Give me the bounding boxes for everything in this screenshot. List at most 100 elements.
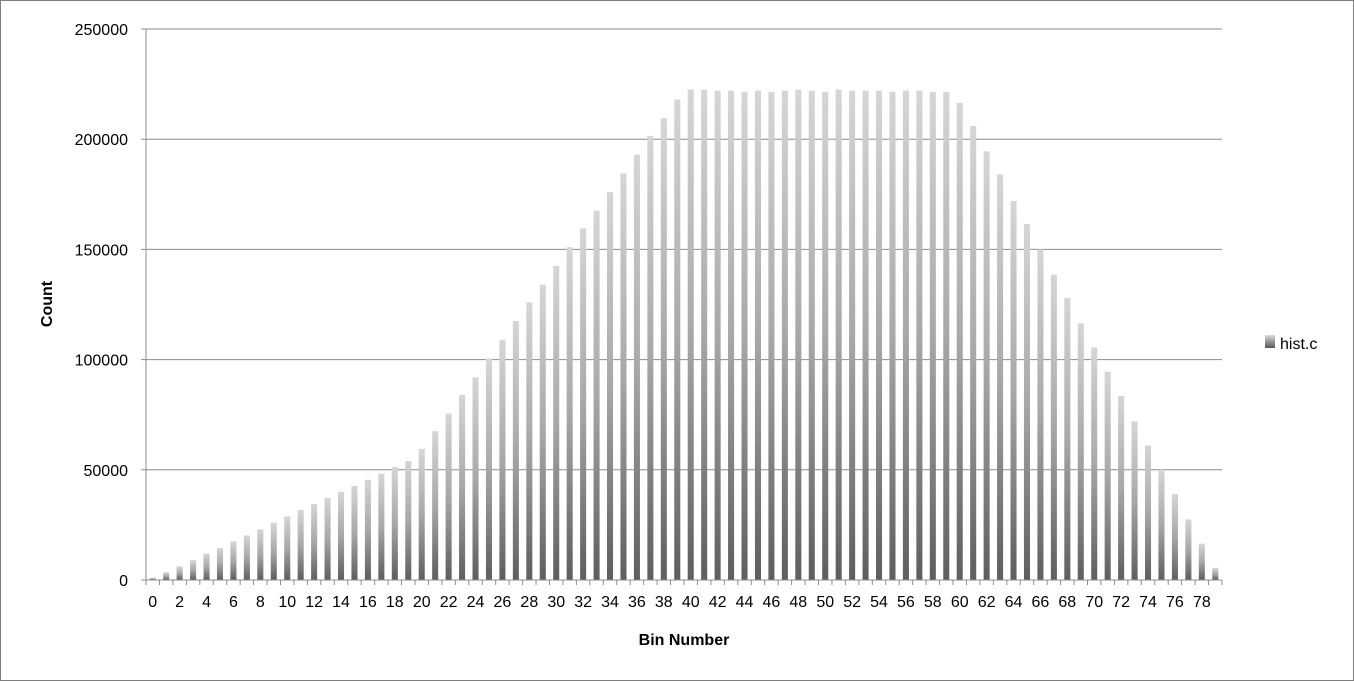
x-tick-label: 8 bbox=[256, 594, 265, 611]
bar bbox=[1118, 395, 1125, 580]
x-tick-label: 4 bbox=[202, 594, 211, 611]
x-tick-label: 14 bbox=[332, 594, 350, 611]
x-tick-label: 58 bbox=[924, 594, 942, 611]
bar bbox=[660, 118, 667, 580]
bar bbox=[862, 90, 869, 581]
bar bbox=[499, 339, 506, 580]
x-tick-label: 16 bbox=[359, 594, 377, 611]
x-axis-title: Bin Number bbox=[639, 632, 730, 649]
x-tick-label: 74 bbox=[1139, 594, 1157, 611]
y-tick-label: 250000 bbox=[75, 22, 128, 39]
bar bbox=[257, 529, 264, 580]
bar bbox=[714, 90, 721, 581]
bar bbox=[472, 377, 479, 580]
bar bbox=[1185, 519, 1192, 580]
bar bbox=[620, 173, 627, 581]
x-tick-label: 64 bbox=[1005, 594, 1023, 611]
bar bbox=[983, 151, 990, 580]
x-tick-label: 70 bbox=[1085, 594, 1103, 611]
bar bbox=[190, 560, 197, 580]
x-tick-label: 78 bbox=[1193, 594, 1211, 611]
bar bbox=[956, 102, 963, 580]
bar bbox=[822, 91, 829, 580]
legend: hist.c bbox=[1265, 335, 1317, 353]
bar bbox=[243, 535, 250, 580]
x-tick-label: 56 bbox=[897, 594, 915, 611]
bar bbox=[539, 284, 546, 580]
x-tick-label: 42 bbox=[709, 594, 727, 611]
x-tick-label: 76 bbox=[1166, 594, 1184, 611]
bar bbox=[781, 90, 788, 581]
x-tick-label: 32 bbox=[574, 594, 592, 611]
x-tick-label: 30 bbox=[547, 594, 565, 611]
x-tick-label: 60 bbox=[951, 594, 969, 611]
bar bbox=[566, 247, 573, 580]
y-tick-label: 150000 bbox=[75, 242, 128, 259]
bar bbox=[849, 90, 856, 581]
x-tick-label: 36 bbox=[628, 594, 646, 611]
bar bbox=[768, 91, 775, 580]
bar bbox=[1145, 445, 1152, 580]
bar bbox=[405, 460, 412, 580]
bar bbox=[795, 89, 802, 581]
y-axis-title: Count bbox=[39, 280, 56, 327]
x-tick-label: 68 bbox=[1058, 594, 1076, 611]
x-tick-label: 62 bbox=[978, 594, 996, 611]
bar bbox=[728, 90, 735, 581]
bar bbox=[297, 509, 304, 580]
x-tick-label: 38 bbox=[655, 594, 673, 611]
bar bbox=[1171, 494, 1178, 580]
x-tick-label: 66 bbox=[1032, 594, 1050, 611]
legend-label: hist.c bbox=[1280, 336, 1317, 353]
bar bbox=[1023, 224, 1030, 581]
x-tick-label: 10 bbox=[278, 594, 296, 611]
bar bbox=[1198, 543, 1205, 580]
bar bbox=[203, 553, 210, 580]
bar bbox=[364, 479, 371, 580]
x-tick-label: 28 bbox=[520, 594, 538, 611]
bar bbox=[593, 210, 600, 580]
bar bbox=[270, 522, 277, 580]
bar bbox=[997, 174, 1004, 580]
bar bbox=[553, 265, 560, 580]
bar bbox=[1131, 421, 1138, 580]
bar bbox=[607, 192, 614, 580]
bar bbox=[674, 99, 681, 580]
bar bbox=[647, 135, 654, 580]
bar bbox=[176, 566, 183, 580]
x-tick-label: 24 bbox=[467, 594, 485, 611]
bar bbox=[943, 91, 950, 580]
x-tick-label: 12 bbox=[305, 594, 323, 611]
x-tick-label: 54 bbox=[870, 594, 888, 611]
x-tick-labels: 0 2 4 6 8 10 12 14 16 18 20 22 24 26 28 30 32 34 36 38 40 42 4… bbox=[148, 594, 1211, 611]
bar bbox=[432, 431, 439, 580]
bar bbox=[378, 473, 385, 580]
bar bbox=[163, 572, 170, 580]
bar bbox=[230, 541, 237, 580]
bar bbox=[1104, 371, 1111, 580]
gridlines bbox=[146, 28, 1222, 471]
bars bbox=[149, 89, 1219, 581]
bar bbox=[701, 89, 708, 581]
x-tick-label: 22 bbox=[440, 594, 458, 611]
bar bbox=[351, 485, 358, 580]
bar bbox=[1091, 347, 1098, 580]
x-tick-label: 34 bbox=[601, 594, 619, 611]
x-tick-label: 6 bbox=[229, 594, 238, 611]
bar bbox=[338, 491, 345, 580]
bar bbox=[216, 548, 223, 580]
x-tick-label: 0 bbox=[148, 594, 157, 611]
bar bbox=[311, 503, 318, 580]
legend-swatch bbox=[1265, 335, 1275, 348]
bar bbox=[835, 89, 842, 581]
x-tick-label: 26 bbox=[494, 594, 512, 611]
bar bbox=[970, 125, 977, 580]
bar bbox=[808, 90, 815, 581]
bar bbox=[580, 228, 587, 580]
bar bbox=[754, 90, 761, 581]
x-tick-label: 20 bbox=[413, 594, 431, 611]
bar bbox=[916, 90, 923, 581]
bar bbox=[687, 89, 694, 581]
axes bbox=[141, 28, 1223, 585]
